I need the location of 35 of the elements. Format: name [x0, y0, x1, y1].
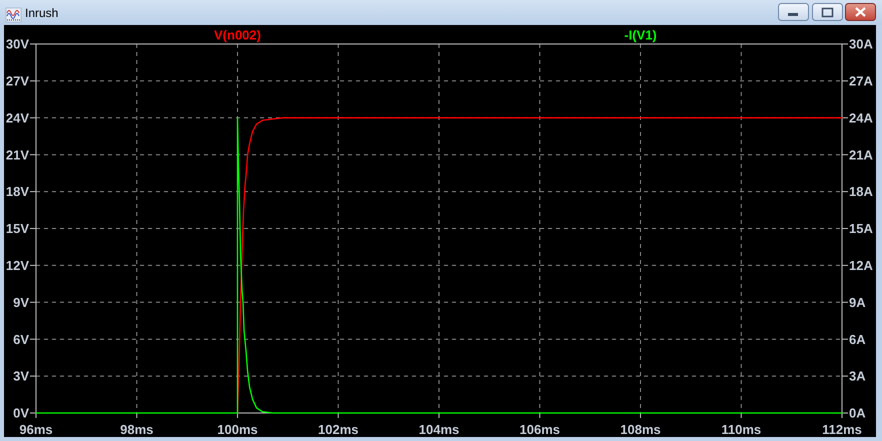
- text: -I(V1): [624, 28, 657, 43]
- y-tick-label: 15V: [6, 221, 30, 236]
- chart-title: Inrush: [25, 6, 58, 20]
- y-tick-label: 0V: [13, 406, 30, 421]
- y-tick-label: 24V: [6, 110, 30, 126]
- x-tick-label: 102ms: [318, 422, 358, 437]
- y2-tick-label: 24A: [849, 110, 874, 126]
- x-tick-label: 108ms: [620, 422, 661, 437]
- y2-tick-label: 21A: [849, 147, 874, 162]
- text: V(n002): [214, 28, 261, 43]
- x-tick-label: 98ms: [120, 422, 154, 437]
- x-tick-label: 106ms: [520, 422, 560, 437]
- y2-tick-label: 6A: [849, 332, 866, 347]
- y2-tick-label: 0A: [849, 406, 866, 421]
- y-tick-label: 3V: [13, 368, 30, 384]
- y2-tick-label: 27A: [849, 73, 874, 88]
- y2-tick-label: 3A: [849, 368, 866, 384]
- line-series: [35, 117, 843, 414]
- y2-tick-label: 18A: [849, 184, 874, 200]
- y-tick-label: 6V: [13, 332, 30, 347]
- y2-tick-label: 9A: [849, 294, 866, 310]
- y-tick-label: 18V: [6, 184, 30, 200]
- x-tick-label: 100ms: [217, 422, 258, 437]
- y-tick-label: 27V: [6, 73, 30, 88]
- y-tick-label: 9V: [13, 294, 30, 310]
- x-tick-label: 104ms: [418, 422, 460, 437]
- y2-tick-label: 30A: [849, 36, 874, 52]
- x-tick-label: 110ms: [721, 422, 762, 437]
- y2-tick-label: 12A: [849, 258, 874, 273]
- x-tick-label: 96ms: [19, 422, 53, 437]
- y-tick-label: 30V: [6, 36, 30, 52]
- y-tick-label: 12V: [6, 258, 30, 273]
- y2-tick-label: 15A: [849, 221, 874, 236]
- x-tick-label: 112ms: [822, 422, 862, 437]
- y-tick-label: 21V: [6, 147, 30, 162]
